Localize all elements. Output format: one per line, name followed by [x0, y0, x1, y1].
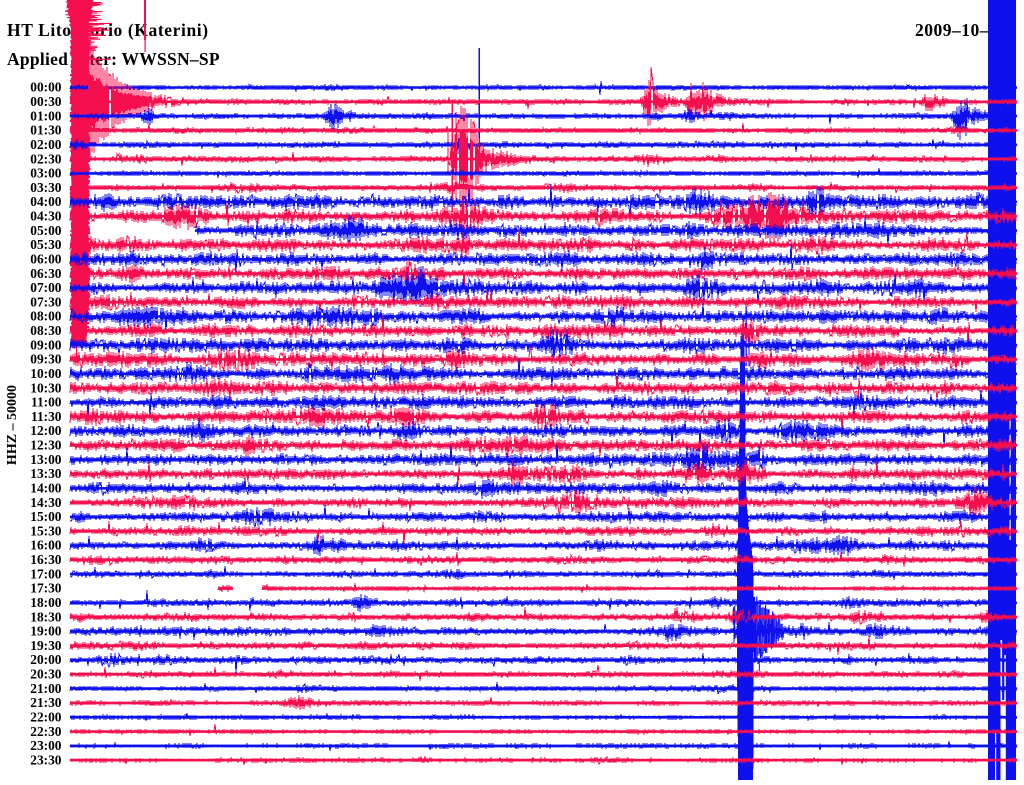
svg-text:17:00: 17:00 — [30, 566, 62, 581]
svg-text:16:00: 16:00 — [30, 538, 62, 553]
svg-text:13:30: 13:30 — [30, 466, 62, 481]
svg-text:07:30: 07:30 — [30, 294, 62, 309]
svg-text:20:00: 20:00 — [30, 652, 62, 667]
svg-text:16:30: 16:30 — [30, 552, 62, 567]
svg-text:02:00: 02:00 — [30, 137, 62, 152]
svg-text:21:00: 21:00 — [30, 681, 62, 696]
svg-text:15:00: 15:00 — [30, 509, 62, 524]
svg-text:13:00: 13:00 — [30, 452, 62, 467]
svg-text:21:30: 21:30 — [30, 695, 62, 710]
svg-text:22:00: 22:00 — [30, 710, 62, 725]
svg-text:20:30: 20:30 — [30, 667, 62, 682]
svg-text:19:00: 19:00 — [30, 624, 62, 639]
svg-text:06:00: 06:00 — [30, 252, 62, 267]
svg-text:15:30: 15:30 — [30, 523, 62, 538]
svg-text:11:30: 11:30 — [31, 409, 62, 424]
svg-text:08:00: 08:00 — [30, 309, 62, 324]
svg-text:06:30: 06:30 — [30, 266, 62, 281]
svg-text:00:30: 00:30 — [30, 94, 62, 109]
svg-text:19:30: 19:30 — [30, 638, 62, 653]
svg-text:01:30: 01:30 — [30, 123, 62, 138]
svg-text:18:30: 18:30 — [30, 609, 62, 624]
svg-text:05:30: 05:30 — [30, 237, 62, 252]
svg-text:07:00: 07:00 — [30, 280, 62, 295]
svg-text:18:00: 18:00 — [30, 595, 62, 610]
svg-text:03:00: 03:00 — [30, 166, 62, 181]
svg-text:04:30: 04:30 — [30, 209, 62, 224]
svg-text:01:00: 01:00 — [30, 108, 62, 123]
svg-text:10:00: 10:00 — [30, 366, 62, 381]
svg-text:04:00: 04:00 — [30, 194, 62, 209]
svg-text:03:30: 03:30 — [30, 180, 62, 195]
svg-text:02:30: 02:30 — [30, 151, 62, 166]
svg-text:00:00: 00:00 — [30, 80, 62, 95]
svg-text:12:30: 12:30 — [30, 438, 62, 453]
svg-text:23:30: 23:30 — [30, 752, 62, 767]
svg-text:Applied filter: WWSSN–SP: Applied filter: WWSSN–SP — [7, 49, 220, 69]
svg-text:HHZ – 50000: HHZ – 50000 — [5, 385, 20, 465]
svg-text:23:00: 23:00 — [30, 738, 62, 753]
svg-text:12:00: 12:00 — [30, 423, 62, 438]
svg-text:09:00: 09:00 — [30, 337, 62, 352]
svg-text:22:30: 22:30 — [30, 724, 62, 739]
svg-text:14:00: 14:00 — [30, 481, 62, 496]
svg-text:14:30: 14:30 — [30, 495, 62, 510]
svg-text:05:00: 05:00 — [30, 223, 62, 238]
svg-text:11:00: 11:00 — [31, 395, 62, 410]
svg-text:17:30: 17:30 — [30, 581, 62, 596]
svg-text:08:30: 08:30 — [30, 323, 62, 338]
svg-text:09:30: 09:30 — [30, 352, 62, 367]
svg-text:10:30: 10:30 — [30, 380, 62, 395]
